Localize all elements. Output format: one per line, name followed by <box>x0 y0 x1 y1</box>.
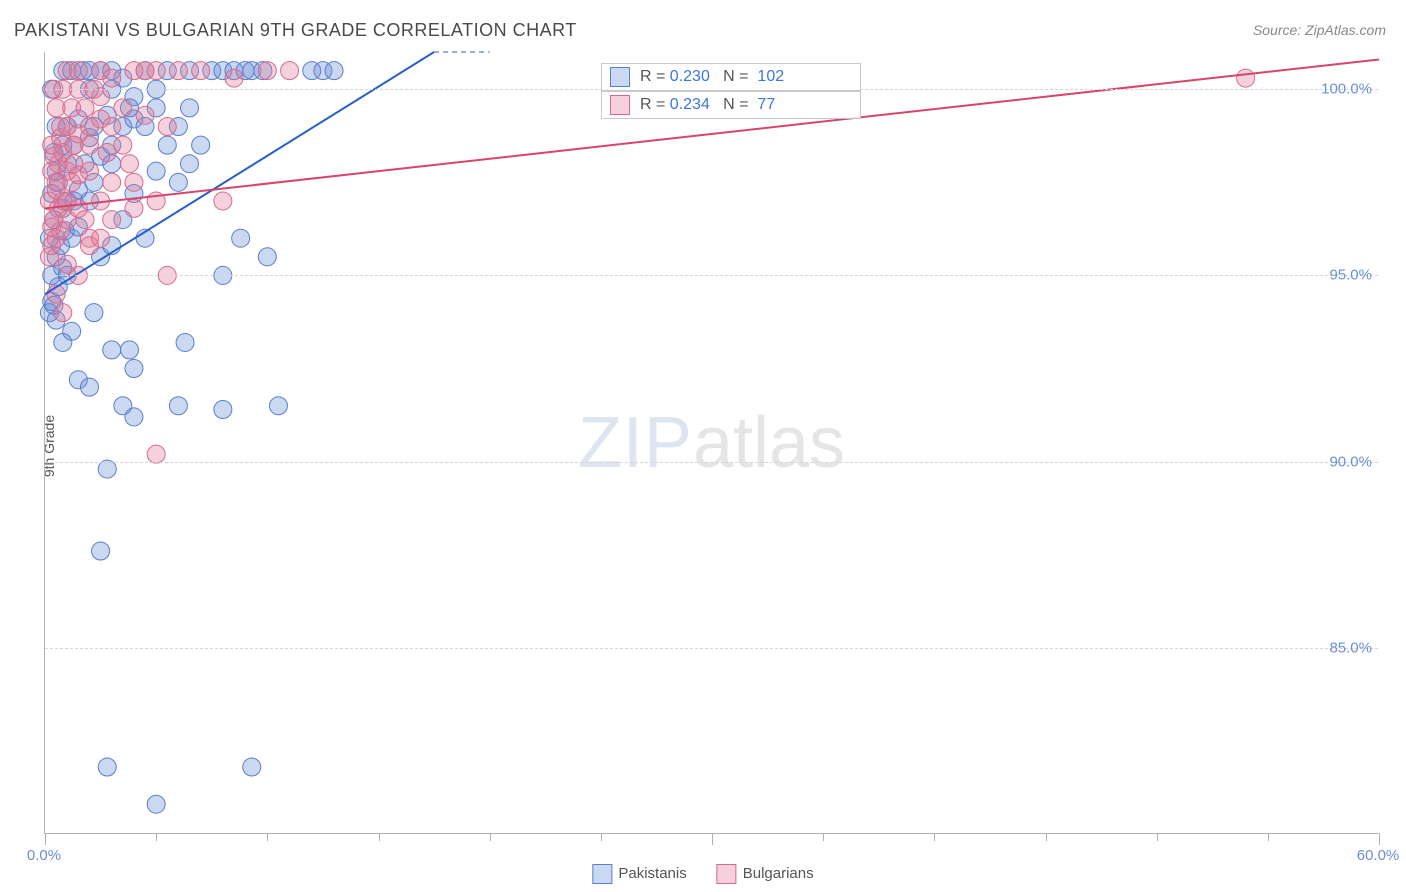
legend-swatch <box>717 864 737 884</box>
x-tick-minor <box>490 833 491 841</box>
scatter-point <box>80 378 98 396</box>
x-tick-minor <box>934 833 935 841</box>
scatter-point <box>54 304 72 322</box>
y-tick-label: 90.0% <box>1329 453 1372 470</box>
gridline <box>45 275 1378 276</box>
scatter-point <box>80 162 98 180</box>
scatter-point <box>214 400 232 418</box>
scatter-point <box>158 136 176 154</box>
scatter-point <box>76 211 94 229</box>
scatter-point <box>52 117 70 135</box>
legend-swatch <box>592 864 612 884</box>
scatter-point <box>103 173 121 191</box>
scatter-point <box>98 758 116 776</box>
bottom-legend: Pakistanis Bulgarians <box>592 864 813 884</box>
scatter-point <box>114 136 132 154</box>
scatter-point <box>76 99 94 117</box>
stats-text: R = 0.230 N = 102 <box>640 68 784 86</box>
stats-swatch <box>610 67 630 87</box>
legend-label: Bulgarians <box>743 865 814 882</box>
x-tick-minor <box>823 833 824 841</box>
scatter-point <box>120 155 138 173</box>
y-tick-label: 100.0% <box>1321 81 1372 98</box>
scatter-point <box>269 397 287 415</box>
scatter-point <box>281 62 299 80</box>
plot-svg <box>45 52 1378 833</box>
scatter-point <box>69 62 87 80</box>
scatter-point <box>147 162 165 180</box>
scatter-point <box>125 360 143 378</box>
x-tick-minor <box>1268 833 1269 841</box>
scatter-point <box>1237 69 1255 87</box>
scatter-point <box>258 248 276 266</box>
source-label: Source: ZipAtlas.com <box>1253 22 1386 38</box>
x-tick-minor <box>267 833 268 841</box>
plot-area: ZIPatlas 85.0%90.0%95.0%100.0%R = 0.230 … <box>44 52 1378 834</box>
x-tick-major <box>45 833 46 845</box>
scatter-point <box>98 460 116 478</box>
scatter-point <box>47 173 65 191</box>
legend-item: Bulgarians <box>717 864 814 884</box>
chart-container: PAKISTANI VS BULGARIAN 9TH GRADE CORRELA… <box>0 0 1406 892</box>
scatter-point <box>243 758 261 776</box>
scatter-point <box>181 155 199 173</box>
scatter-point <box>136 106 154 124</box>
scatter-point <box>169 397 187 415</box>
scatter-point <box>214 192 232 210</box>
legend-item: Pakistanis <box>592 864 686 884</box>
scatter-point <box>192 136 210 154</box>
scatter-point <box>125 199 143 217</box>
scatter-point <box>225 69 243 87</box>
x-tick-major <box>712 833 713 845</box>
stats-box: R = 0.230 N = 102 <box>601 63 861 91</box>
gridline <box>45 462 1378 463</box>
stats-box: R = 0.234 N = 77 <box>601 91 861 119</box>
scatter-point <box>125 173 143 191</box>
x-tick-label: 60.0% <box>1357 847 1400 864</box>
scatter-point <box>120 341 138 359</box>
x-tick-minor <box>379 833 380 841</box>
scatter-point <box>192 62 210 80</box>
y-tick-label: 95.0% <box>1329 267 1372 284</box>
scatter-point <box>92 229 110 247</box>
stats-swatch <box>610 95 630 115</box>
scatter-point <box>169 173 187 191</box>
x-tick-minor <box>1046 833 1047 841</box>
scatter-point <box>158 117 176 135</box>
scatter-point <box>258 62 276 80</box>
scatter-point <box>147 62 165 80</box>
x-tick-label: 0.0% <box>27 847 61 864</box>
scatter-point <box>54 333 72 351</box>
scatter-point <box>169 62 187 80</box>
x-tick-minor <box>601 833 602 841</box>
scatter-point <box>85 304 103 322</box>
scatter-point <box>147 795 165 813</box>
scatter-point <box>125 408 143 426</box>
chart-title: PAKISTANI VS BULGARIAN 9TH GRADE CORRELA… <box>14 20 577 41</box>
scatter-point <box>325 62 343 80</box>
scatter-point <box>103 69 121 87</box>
scatter-point <box>176 333 194 351</box>
scatter-point <box>58 255 76 273</box>
scatter-point <box>147 445 165 463</box>
x-tick-minor <box>156 833 157 841</box>
y-tick-label: 85.0% <box>1329 639 1372 656</box>
stats-text: R = 0.234 N = 77 <box>640 96 775 114</box>
x-tick-minor <box>1157 833 1158 841</box>
legend-label: Pakistanis <box>618 865 686 882</box>
scatter-point <box>103 341 121 359</box>
gridline <box>45 648 1378 649</box>
scatter-point <box>103 117 121 135</box>
scatter-point <box>181 99 199 117</box>
x-tick-major <box>1379 833 1380 845</box>
scatter-point <box>232 229 250 247</box>
scatter-point <box>92 542 110 560</box>
scatter-point <box>65 136 83 154</box>
scatter-point <box>103 211 121 229</box>
scatter-point <box>114 99 132 117</box>
